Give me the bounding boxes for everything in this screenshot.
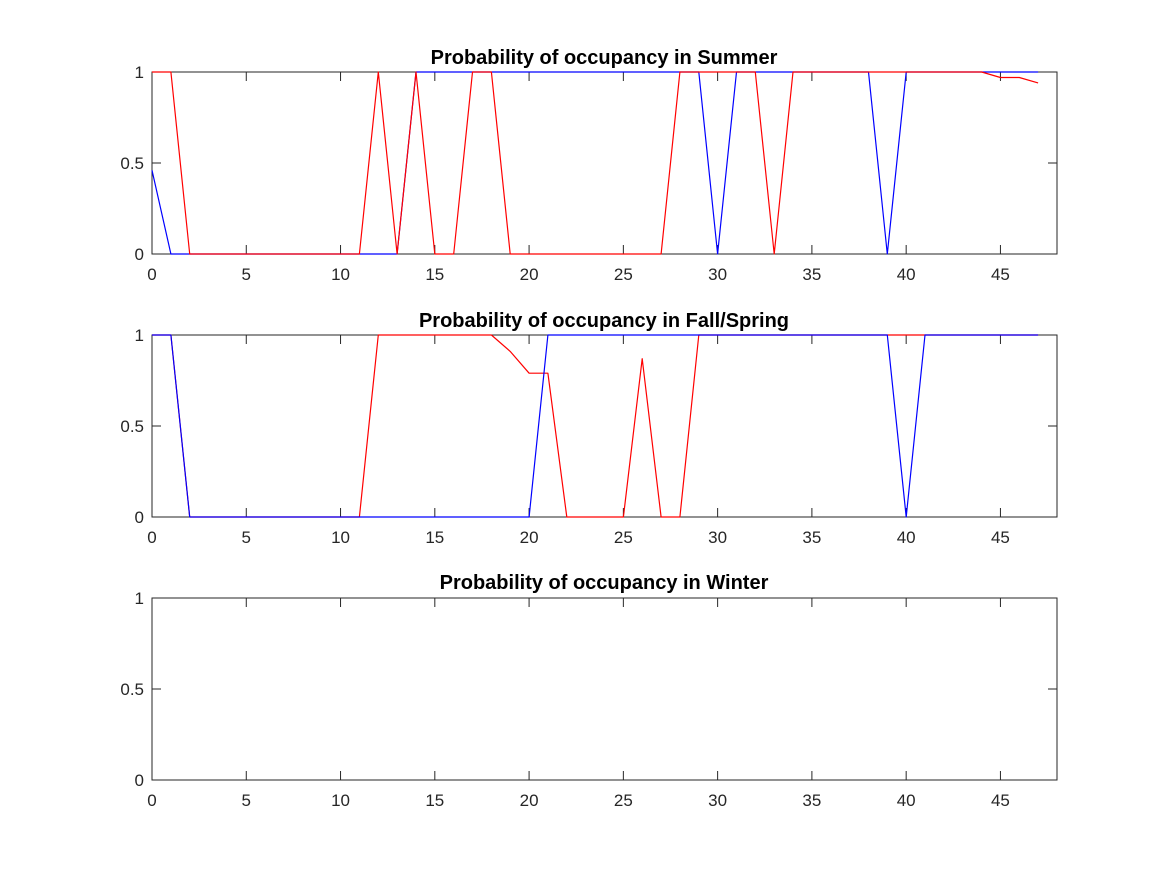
y-tick-label: 1: [135, 63, 144, 82]
y-tick-label: 0.5: [120, 154, 144, 173]
y-tick-label: 0.5: [120, 417, 144, 436]
x-tick-label: 45: [991, 791, 1010, 810]
x-tick-label: 25: [614, 528, 633, 547]
chart-title: Probability of occupancy in Summer: [431, 47, 778, 69]
x-tick-label: 0: [147, 528, 156, 547]
x-tick-label: 30: [708, 791, 727, 810]
chart-title: Probability of occupancy in Fall/Spring: [419, 310, 789, 332]
x-tick-label: 15: [425, 265, 444, 284]
x-tick-label: 15: [425, 791, 444, 810]
x-tick-label: 30: [708, 265, 727, 284]
x-tick-label: 40: [897, 528, 916, 547]
series-line-blue: [152, 334, 1039, 518]
x-tick-label: 5: [242, 528, 251, 547]
axes-box: [151, 334, 1058, 518]
x-tick-label: 35: [802, 791, 821, 810]
subplot-summer: Probability of occupancy in Summer 0 5 10 1…: [120, 47, 1058, 284]
x-tick-label: 30: [708, 528, 727, 547]
axes-box: [151, 71, 1058, 255]
x-tick-label: 40: [897, 265, 916, 284]
y-tick-label: 0: [135, 508, 144, 527]
x-tick-label: 45: [991, 265, 1010, 284]
x-tick-label: 20: [520, 791, 539, 810]
x-tick-label: 0: [147, 265, 156, 284]
x-tick-label: 10: [331, 528, 350, 547]
x-tick-label: 45: [991, 528, 1010, 547]
x-tick-label: 15: [425, 528, 444, 547]
y-tick-label: 1: [135, 589, 144, 608]
x-tick-label: 10: [331, 791, 350, 810]
x-tick-label: 25: [614, 265, 633, 284]
subplot-fall-spring: Probability of occupancy in Fall/Spring …: [120, 310, 1058, 547]
chart-title: Probability of occupancy in Winter: [440, 572, 769, 594]
subplot-winter: Probability of occupancy in Winter 0 5 10 1…: [120, 572, 1058, 810]
x-tick-label: 5: [242, 791, 251, 810]
y-tick-label: 1: [135, 326, 144, 345]
y-tick-label: 0: [135, 771, 144, 790]
x-tick-label: 25: [614, 791, 633, 810]
x-tick-label: 20: [520, 265, 539, 284]
x-tick-label: 10: [331, 265, 350, 284]
x-tick-label: 5: [242, 265, 251, 284]
x-tick-label: 35: [802, 265, 821, 284]
x-tick-label: 0: [147, 791, 156, 810]
axes-box: [151, 597, 1058, 781]
series-line-red: [152, 71, 1039, 255]
x-tick-label: 20: [520, 528, 539, 547]
y-tick-label: 0: [135, 245, 144, 264]
y-tick-label: 0.5: [120, 680, 144, 699]
x-tick-label: 35: [802, 528, 821, 547]
x-tick-label: 40: [897, 791, 916, 810]
